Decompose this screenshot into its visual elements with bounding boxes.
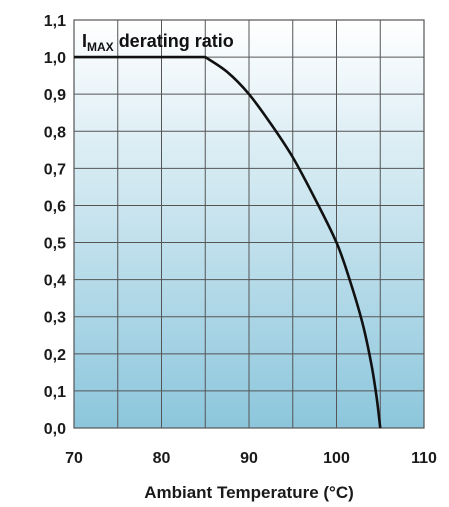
y-tick-label: 1,1 xyxy=(44,13,66,30)
y-tick-label: 0,6 xyxy=(44,198,66,215)
y-tick-label: 0,4 xyxy=(44,273,66,290)
y-tick-label: 0,9 xyxy=(44,87,66,104)
y-tick-label: 1,0 xyxy=(44,50,66,67)
x-tick-label: 110 xyxy=(411,450,437,467)
x-tick-label: 100 xyxy=(323,450,350,467)
x-tick-label: 90 xyxy=(240,450,258,467)
chart-title-main: I xyxy=(82,31,87,51)
y-tick-label: 0,7 xyxy=(44,161,66,178)
series-layer xyxy=(74,55,382,429)
y-tick-label: 0,0 xyxy=(44,421,66,438)
plot-border xyxy=(73,19,425,429)
tick-labels: 0,0 0,1 0,2 0,3 0,4 0,5 0,6 0,7 0,8 0,9 1,0 1,1 70 80… xyxy=(44,13,437,467)
x-axis-title: Ambiant Temperature (°C) xyxy=(144,483,354,502)
derating-curve xyxy=(74,55,382,429)
x-tick-label: 70 xyxy=(65,450,83,467)
y-tick-label: 0,5 xyxy=(44,236,66,253)
y-tick-label: 0,1 xyxy=(44,384,66,401)
y-tick-label: 0,2 xyxy=(44,347,66,364)
chart-title-subscript: MAX xyxy=(87,40,114,54)
y-tick-label: 0,8 xyxy=(44,124,66,141)
y-tick-label: 0,3 xyxy=(44,310,66,327)
x-tick-label: 80 xyxy=(153,450,171,467)
chart-title: IMAX derating ratio xyxy=(82,31,234,54)
chart-title-rest: derating ratio xyxy=(114,31,234,51)
